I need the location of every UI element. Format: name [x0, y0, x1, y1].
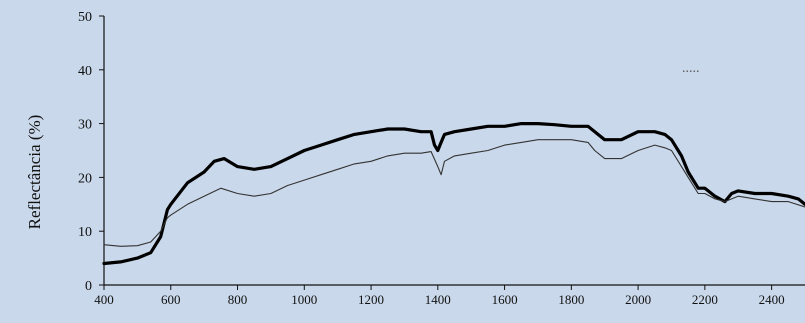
y-tick-label: 40: [78, 64, 92, 79]
y-tick-label: 20: [78, 171, 92, 186]
y-tick-label: 50: [78, 10, 92, 25]
x-tick-label: 2000: [625, 292, 651, 307]
x-tick-label: 1400: [425, 292, 451, 307]
x-tick-label: 1200: [358, 292, 384, 307]
series-layer: [102, 122, 805, 266]
x-tick-label: 2400: [759, 292, 785, 307]
x-tick-label: 400: [94, 292, 114, 307]
y-axis-label: Reflectância (%): [25, 115, 44, 230]
x-tick-label: 2200: [692, 292, 718, 307]
x-tick-label: 1000: [291, 292, 317, 307]
series-line-thick: [102, 122, 805, 266]
ticks: 0 10 20 30 40 50 400 600 800 1000 1200 1400 1600 1800…: [78, 10, 785, 307]
x-tick-label: 1600: [492, 292, 518, 307]
axes: [103, 16, 805, 286]
x-tick-label: 600: [161, 292, 181, 307]
x-tick-label: 1800: [558, 292, 584, 307]
series-line-thin: [103, 139, 805, 247]
y-tick-label: 0: [85, 279, 92, 294]
y-tick-label: 30: [78, 118, 92, 133]
y-tick-label: 10: [78, 225, 92, 240]
x-tick-label: 800: [228, 292, 248, 307]
legend-marker: .....: [682, 61, 700, 76]
